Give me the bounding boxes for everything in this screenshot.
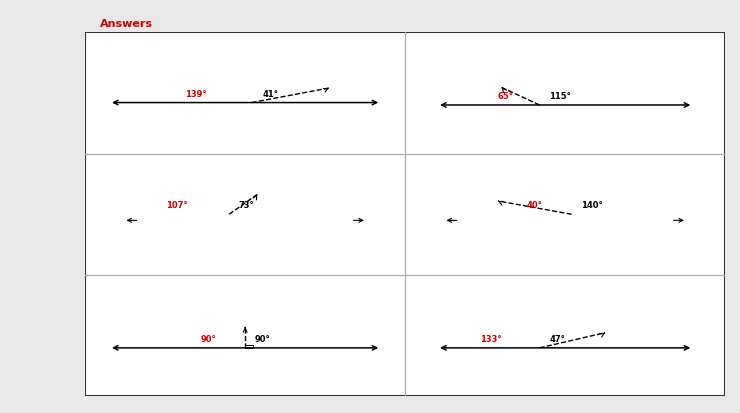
Text: 40°: 40°: [527, 201, 542, 210]
Text: Answers: Answers: [100, 19, 153, 28]
Text: 139°: 139°: [185, 90, 206, 98]
Text: 133°: 133°: [480, 334, 501, 343]
Text: 73°: 73°: [239, 201, 255, 210]
Text: 115°: 115°: [549, 92, 571, 101]
Bar: [245, 346, 253, 348]
Text: 90°: 90°: [201, 334, 216, 343]
Text: 65°: 65°: [498, 92, 514, 101]
Text: 90°: 90°: [255, 334, 271, 343]
Text: 47°: 47°: [549, 334, 565, 343]
Text: 140°: 140°: [581, 201, 603, 210]
Text: 41°: 41°: [263, 90, 279, 98]
Text: 107°: 107°: [166, 201, 187, 210]
